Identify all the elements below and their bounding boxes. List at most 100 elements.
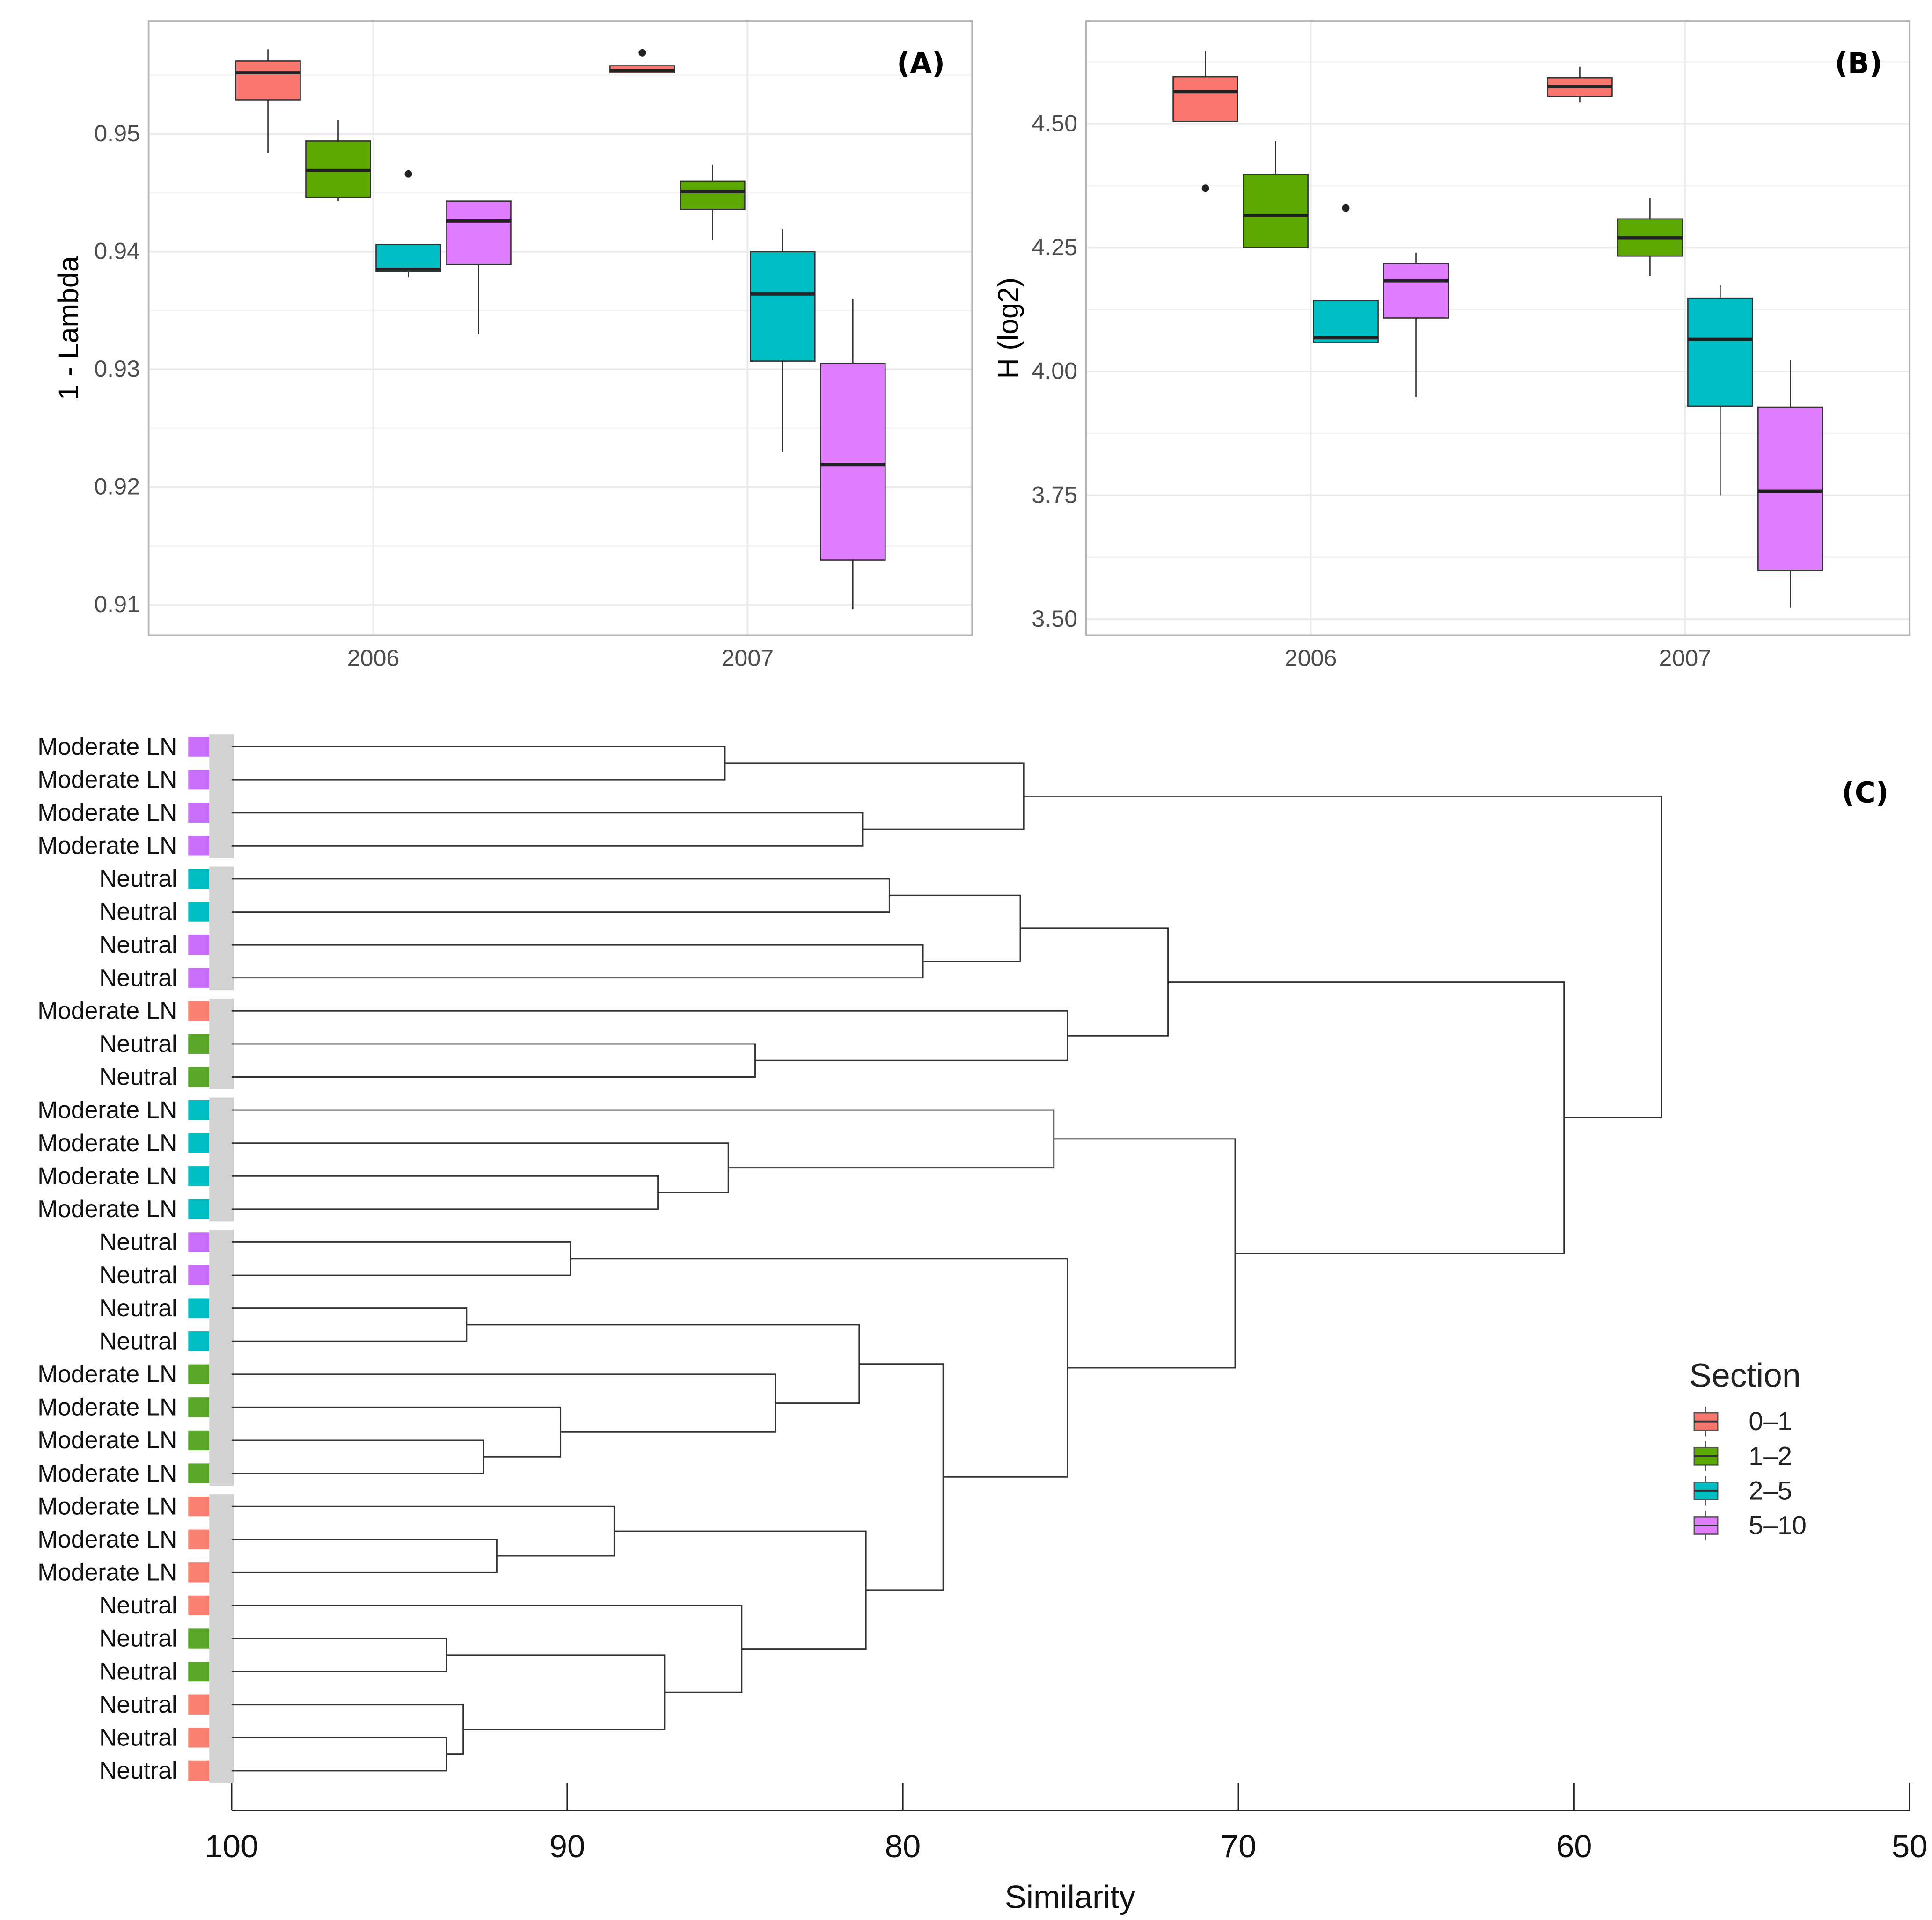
y-tick-label: 0.92: [94, 473, 140, 500]
dendrogram-branch-n10: [231, 1175, 659, 1210]
leaf-label: Neutral: [99, 1757, 177, 1784]
dendrogram-branch-n27: [859, 1363, 944, 1591]
leaf-section-swatch: [188, 1331, 210, 1351]
x-tick-label: 2007: [1659, 645, 1711, 672]
dendrogram-branch-n1: [231, 746, 726, 781]
leaf-label: Moderate LN: [37, 832, 177, 859]
leaf-label: Neutral: [99, 898, 177, 925]
leaf-label: Moderate LN: [37, 1426, 177, 1453]
leaf-label: Neutral: [99, 1063, 177, 1090]
dendrogram-branch-n18: [466, 1324, 860, 1404]
leaf-section-swatch: [188, 1628, 210, 1649]
legend-item-label: 0–1: [1749, 1407, 1792, 1436]
y-tick-label: 0.95: [94, 120, 140, 146]
leaf-section-swatch: [188, 1430, 210, 1451]
x-tick-label: 50: [1892, 1828, 1928, 1864]
outlier-point: [1201, 184, 1209, 192]
leaf-section-swatch: [188, 968, 210, 988]
dendrogram-branch-n31: [1024, 796, 1662, 1118]
box-5–10-2007: [1757, 406, 1823, 571]
dendrogram-branch-n21: [231, 1638, 447, 1672]
x-tick-label: 60: [1556, 1828, 1592, 1864]
leaf-section-swatch: [188, 1232, 210, 1252]
y-axis-title: H (log2): [992, 277, 1024, 379]
leaf-label: Neutral: [99, 1327, 177, 1354]
x-tick-label: 2006: [347, 645, 400, 672]
y-tick-label: 3.75: [1032, 481, 1077, 508]
dendrogram-branch-n15: [231, 1439, 484, 1475]
leaf-group-bar: [209, 1229, 234, 1486]
dendrogram-branch-n20: [231, 1505, 615, 1557]
leaf-section-swatch: [188, 1133, 210, 1153]
dendrogram-branch-n13: [231, 1241, 571, 1276]
panel-label: (A): [897, 47, 945, 80]
box-1–2-2006: [1243, 174, 1309, 248]
leaf-label: Neutral: [99, 1625, 177, 1652]
panel-label: (B): [1835, 47, 1882, 80]
leaf-section-swatch: [188, 1529, 210, 1549]
dendrogram-branch-n19: [231, 1539, 498, 1573]
leaf-group-bar: [209, 1097, 234, 1222]
y-tick-label: 4.50: [1032, 110, 1077, 136]
legend-item-label: 1–2: [1749, 1441, 1792, 1470]
box-2–5-2006: [375, 244, 441, 272]
y-tick-label: 0.91: [94, 591, 140, 617]
outlier-point: [638, 49, 646, 57]
leaf-label: Moderate LN: [37, 1559, 177, 1586]
x-axis-title: Similarity: [1005, 1879, 1136, 1915]
box-2–5-2007: [1687, 297, 1753, 407]
box-2–5-2006: [1313, 300, 1379, 343]
y-tick-label: 3.50: [1032, 605, 1077, 632]
leaf-group-bar: [209, 1494, 234, 1783]
dendrogram-branch-n29: [1054, 1138, 1236, 1369]
panel-b-boxplot: 3.50 3.75 4.00 4.25 4.50 2006 2007 (B) H (log2): [992, 20, 1911, 672]
dendrogram-branch-n6: [889, 894, 1021, 962]
dendrogram-branch-n2: [231, 812, 864, 847]
leaf-section-swatch: [188, 1463, 210, 1483]
leaf-section-swatch: [188, 1694, 210, 1715]
leaf-section-swatch: [188, 770, 210, 790]
x-tick-label: 70: [1221, 1828, 1257, 1864]
box-0–1-2006: [235, 60, 301, 101]
dendrogram-branch-n4: [231, 878, 890, 913]
leaf-section-swatch: [188, 1760, 210, 1781]
dendrogram-branch-n12: [231, 1109, 1055, 1169]
leaf-label: Neutral: [99, 964, 177, 991]
leaf-section-swatch: [188, 1595, 210, 1616]
leaf-label: Neutral: [99, 1691, 177, 1718]
leaf-section-swatch: [188, 1364, 210, 1384]
x-tick-label: 80: [885, 1828, 921, 1864]
panel-label: (C): [1842, 777, 1888, 810]
leaf-section-swatch: [188, 1001, 210, 1021]
leaf-section-swatch: [188, 1265, 210, 1285]
leaf-label: Neutral: [99, 1294, 177, 1321]
leaf-label: Moderate LN: [37, 1492, 177, 1519]
legend-title: Section: [1689, 1357, 1800, 1394]
outlier-point: [404, 170, 412, 178]
x-tick-label: 2007: [721, 645, 774, 672]
leaf-label: Moderate LN: [37, 1162, 177, 1189]
leaf-section-swatch: [188, 1199, 210, 1219]
leaf-label: Moderate LN: [37, 1360, 177, 1387]
y-tick-label: 4.00: [1032, 358, 1077, 384]
dendrogram-branch-n24: [446, 1654, 666, 1730]
leaf-label: Neutral: [99, 865, 177, 892]
leaf-section-swatch: [188, 1100, 210, 1120]
leaf-label: Moderate LN: [37, 1195, 177, 1222]
leaf-section-swatch: [188, 803, 210, 823]
dendrogram-branch-n14: [231, 1307, 468, 1342]
leaf-label: Neutral: [99, 1723, 177, 1751]
dendrogram-branch-n5: [231, 944, 924, 979]
leaf-label: Moderate LN: [37, 1394, 177, 1421]
leaf-section-swatch: [188, 737, 210, 757]
y-tick-label: 0.93: [94, 355, 140, 382]
leaf-label: Moderate LN: [37, 733, 177, 760]
x-tick-label: 90: [549, 1828, 585, 1864]
dendrogram-branch-n16: [231, 1406, 562, 1458]
dendrogram-branch-n7: [231, 1043, 756, 1078]
y-tick-label: 0.94: [94, 238, 140, 264]
leaf-label: Neutral: [99, 1030, 177, 1057]
panel-c-dendrogram: Moderate LN Moderate LN Moderate LN Moderat…: [37, 733, 1927, 1915]
leaf-label: Neutral: [99, 1657, 177, 1685]
leaf-section-swatch: [188, 902, 210, 922]
